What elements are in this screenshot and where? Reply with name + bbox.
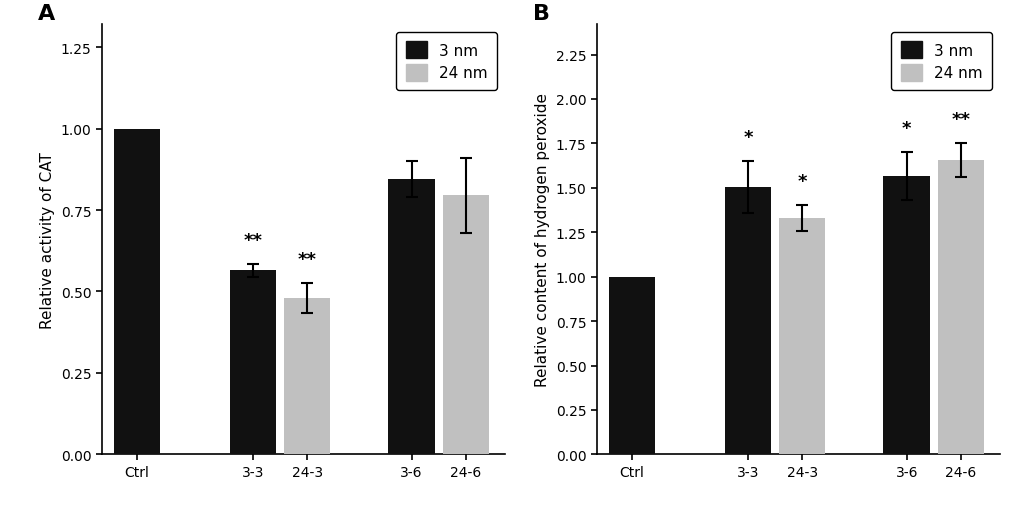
Y-axis label: Relative activity of CAT: Relative activity of CAT: [40, 152, 55, 328]
Text: *: *: [797, 172, 806, 190]
Legend: 3 nm, 24 nm: 3 nm, 24 nm: [396, 33, 496, 90]
Text: B: B: [532, 4, 549, 24]
Bar: [229, 271, 276, 454]
Text: **: **: [298, 251, 316, 269]
Legend: 3 nm, 24 nm: 3 nm, 24 nm: [891, 33, 991, 90]
Text: *: *: [901, 120, 911, 138]
Bar: [283, 298, 330, 454]
Text: *: *: [743, 129, 752, 147]
Y-axis label: Relative content of hydrogen peroxide: Relative content of hydrogen peroxide: [535, 93, 550, 387]
Bar: [608, 277, 654, 454]
Bar: [113, 129, 160, 454]
Text: A: A: [38, 4, 55, 24]
Bar: [936, 161, 983, 454]
Text: **: **: [244, 231, 262, 249]
Bar: [725, 187, 770, 454]
Bar: [442, 196, 488, 454]
Bar: [882, 177, 929, 454]
Bar: [388, 180, 434, 454]
Text: **: **: [951, 111, 969, 129]
Bar: [779, 219, 824, 454]
